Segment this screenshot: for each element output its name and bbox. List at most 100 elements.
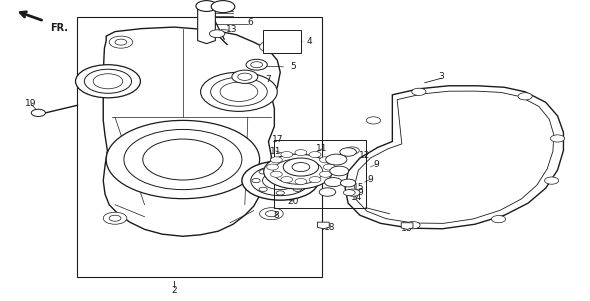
Circle shape bbox=[143, 139, 223, 180]
Circle shape bbox=[267, 164, 278, 170]
Circle shape bbox=[330, 166, 349, 176]
Circle shape bbox=[260, 41, 283, 53]
Circle shape bbox=[545, 177, 559, 184]
Circle shape bbox=[491, 216, 506, 223]
Circle shape bbox=[109, 36, 133, 48]
Circle shape bbox=[323, 164, 335, 170]
Text: 20: 20 bbox=[287, 197, 299, 206]
Bar bbox=[274, 140, 366, 208]
Circle shape bbox=[326, 154, 347, 165]
Circle shape bbox=[320, 157, 332, 163]
Circle shape bbox=[295, 150, 307, 156]
Circle shape bbox=[220, 82, 258, 101]
Text: 6: 6 bbox=[248, 18, 254, 27]
Text: 9: 9 bbox=[373, 160, 379, 169]
Circle shape bbox=[209, 30, 225, 38]
Circle shape bbox=[196, 1, 217, 11]
Polygon shape bbox=[198, 6, 215, 44]
Text: 9: 9 bbox=[368, 175, 373, 184]
Bar bbox=[77, 17, 322, 277]
Circle shape bbox=[273, 159, 323, 184]
Circle shape bbox=[211, 1, 235, 13]
Polygon shape bbox=[103, 27, 280, 236]
Circle shape bbox=[93, 74, 123, 89]
Circle shape bbox=[283, 158, 319, 176]
Text: 18: 18 bbox=[323, 223, 335, 232]
Circle shape bbox=[259, 170, 267, 174]
Circle shape bbox=[106, 120, 260, 199]
Circle shape bbox=[252, 178, 260, 183]
Circle shape bbox=[281, 151, 293, 157]
Text: 10: 10 bbox=[286, 178, 297, 187]
Text: 14: 14 bbox=[351, 193, 363, 202]
Circle shape bbox=[293, 170, 301, 174]
Text: 11: 11 bbox=[270, 191, 282, 200]
Circle shape bbox=[238, 73, 252, 80]
Circle shape bbox=[103, 212, 127, 224]
Text: 16: 16 bbox=[97, 84, 109, 93]
Circle shape bbox=[276, 166, 284, 170]
Circle shape bbox=[251, 62, 263, 68]
Text: 11: 11 bbox=[270, 147, 282, 156]
Circle shape bbox=[264, 154, 332, 189]
Circle shape bbox=[340, 148, 356, 156]
Circle shape bbox=[242, 161, 319, 200]
Circle shape bbox=[109, 215, 121, 221]
Circle shape bbox=[201, 72, 277, 111]
Circle shape bbox=[550, 135, 565, 142]
Circle shape bbox=[246, 59, 267, 70]
Text: 19: 19 bbox=[25, 99, 37, 108]
Text: FR.: FR. bbox=[50, 23, 68, 33]
Circle shape bbox=[251, 166, 310, 196]
Circle shape bbox=[518, 93, 532, 100]
Text: 7: 7 bbox=[266, 75, 271, 84]
Text: 21: 21 bbox=[275, 187, 287, 196]
Circle shape bbox=[309, 151, 321, 157]
Polygon shape bbox=[401, 223, 413, 229]
Circle shape bbox=[300, 178, 309, 183]
Text: 13: 13 bbox=[225, 25, 237, 34]
Text: 12: 12 bbox=[359, 150, 371, 160]
Text: 18: 18 bbox=[401, 224, 413, 233]
Circle shape bbox=[263, 172, 298, 190]
Text: 3: 3 bbox=[438, 72, 444, 81]
Circle shape bbox=[260, 208, 283, 220]
Circle shape bbox=[295, 178, 307, 185]
Polygon shape bbox=[317, 222, 329, 229]
Circle shape bbox=[412, 88, 426, 95]
Circle shape bbox=[124, 129, 242, 190]
Circle shape bbox=[346, 189, 360, 196]
Bar bbox=[263, 30, 301, 53]
Circle shape bbox=[31, 109, 45, 116]
Circle shape bbox=[320, 171, 332, 177]
Text: 2: 2 bbox=[171, 286, 177, 295]
Circle shape bbox=[270, 171, 282, 177]
Text: 5: 5 bbox=[290, 62, 296, 71]
Circle shape bbox=[270, 157, 282, 163]
Circle shape bbox=[406, 222, 420, 229]
Circle shape bbox=[232, 70, 258, 83]
Text: 15: 15 bbox=[353, 183, 365, 192]
Circle shape bbox=[319, 188, 336, 196]
Circle shape bbox=[276, 191, 284, 195]
Circle shape bbox=[76, 65, 140, 98]
Text: 8: 8 bbox=[273, 211, 279, 220]
Circle shape bbox=[293, 187, 301, 191]
Text: 9: 9 bbox=[357, 188, 363, 197]
Circle shape bbox=[84, 69, 132, 93]
Circle shape bbox=[292, 163, 310, 172]
Circle shape bbox=[324, 178, 342, 187]
Circle shape bbox=[309, 177, 321, 183]
Circle shape bbox=[345, 147, 359, 154]
Circle shape bbox=[366, 117, 381, 124]
Text: 4: 4 bbox=[307, 37, 313, 46]
Text: 17: 17 bbox=[271, 135, 283, 144]
Text: 11: 11 bbox=[316, 144, 327, 154]
Circle shape bbox=[266, 211, 277, 217]
Circle shape bbox=[115, 39, 127, 45]
Circle shape bbox=[266, 44, 277, 50]
Circle shape bbox=[259, 187, 267, 191]
Polygon shape bbox=[345, 86, 563, 229]
Circle shape bbox=[211, 77, 267, 106]
Circle shape bbox=[281, 177, 293, 183]
